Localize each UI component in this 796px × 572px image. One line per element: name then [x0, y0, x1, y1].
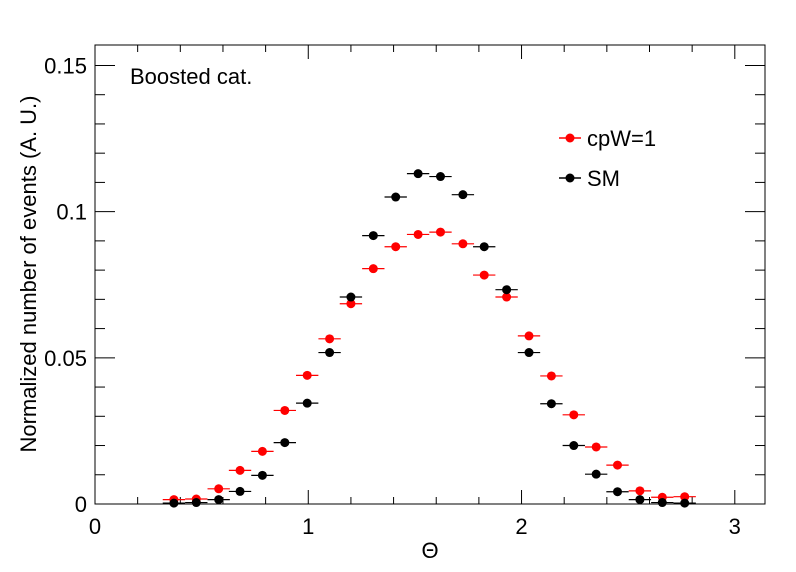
data-point	[546, 399, 556, 409]
data-point	[502, 285, 512, 295]
y-tick-labels: 0 0.05 0.1 0.15	[44, 53, 87, 517]
y-tick-label: 0.1	[56, 200, 87, 225]
legend-label-cpw: cpW=1	[587, 126, 656, 151]
data-point	[569, 441, 579, 451]
y-axis-title: Normalized number of events (A. U.)	[16, 95, 41, 452]
data-point	[169, 498, 179, 508]
data-point	[613, 487, 623, 497]
data-point	[524, 331, 534, 341]
data-point	[235, 465, 245, 475]
data-point	[302, 370, 312, 380]
data-point	[591, 469, 601, 479]
x-tick-label: 3	[729, 514, 741, 539]
data-point	[680, 498, 690, 508]
data-point	[325, 334, 335, 344]
legend: cpW=1 SM	[559, 126, 656, 191]
x-tick-label: 2	[515, 514, 527, 539]
data-point	[680, 492, 690, 502]
data-point	[346, 292, 356, 302]
legend-marker-cpw	[565, 133, 575, 143]
data-point	[458, 239, 468, 249]
legend-marker-sm	[565, 173, 575, 183]
annotation-boosted: Boosted cat.	[130, 64, 252, 89]
data-point	[502, 292, 512, 302]
series-cpw	[162, 227, 696, 505]
data-point	[257, 470, 267, 480]
data-point	[235, 486, 245, 496]
data-point	[280, 405, 290, 415]
legend-entry-cpw: cpW=1	[559, 126, 656, 151]
data-point	[302, 398, 312, 408]
y-tick-label: 0	[75, 492, 87, 517]
data-point	[280, 438, 290, 448]
legend-label-sm: SM	[587, 166, 620, 191]
y-tick-label: 0.15	[44, 53, 87, 78]
data-point	[214, 495, 224, 505]
data-point	[413, 169, 423, 179]
data-point	[524, 348, 534, 358]
series-sm	[162, 169, 696, 508]
y-tick-label: 0.05	[44, 346, 87, 371]
legend-entry-sm: SM	[559, 166, 620, 191]
data-point	[191, 498, 201, 508]
data-point	[435, 227, 445, 237]
x-tick-label: 0	[89, 514, 101, 539]
data-point	[546, 371, 556, 381]
data-point	[458, 190, 468, 200]
data-point	[479, 270, 489, 280]
x-axis-title: Θ	[421, 538, 438, 563]
data-point	[569, 410, 579, 420]
data-point	[325, 348, 335, 358]
data-point	[435, 172, 445, 182]
data-point	[591, 442, 601, 452]
data-point	[391, 242, 401, 252]
data-point	[613, 460, 623, 470]
plot-frame	[94, 44, 766, 505]
series-layer	[162, 169, 696, 508]
data-point	[635, 495, 645, 505]
data-point	[368, 264, 378, 274]
axis-ticks	[94, 45, 765, 505]
data-point	[657, 498, 667, 508]
data-point	[635, 486, 645, 496]
data-point	[257, 446, 267, 456]
data-point	[346, 299, 356, 309]
data-point	[214, 484, 224, 494]
x-tick-label: 1	[302, 514, 314, 539]
data-point	[391, 192, 401, 202]
data-point	[368, 231, 378, 241]
data-point	[413, 229, 423, 239]
x-tick-labels: 0 1 2 3	[89, 514, 741, 539]
data-point	[479, 242, 489, 252]
